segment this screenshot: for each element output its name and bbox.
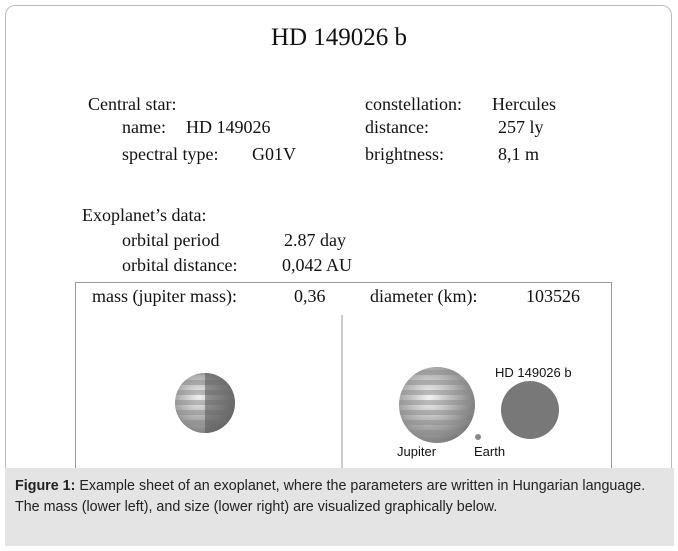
value: 0,36 bbox=[294, 286, 326, 306]
caption: Figure 1: Example sheet of an exoplanet,… bbox=[5, 468, 674, 546]
value: 2.87 day bbox=[284, 230, 346, 250]
mass-sphere bbox=[175, 373, 235, 433]
caption-text: Example sheet of an exoplanet, where the… bbox=[15, 478, 646, 515]
planet-heading: Exoplanet’s data: bbox=[82, 205, 207, 225]
value: HD 149026 bbox=[186, 117, 271, 137]
value: G01V bbox=[252, 144, 296, 164]
jupiter-label: Jupiter bbox=[397, 444, 437, 459]
earth-sphere bbox=[475, 434, 481, 440]
sheet-border bbox=[5, 5, 672, 468]
title: HD 149026 b bbox=[270, 24, 408, 51]
value: 257 ly bbox=[498, 117, 544, 137]
value: 0,042 AU bbox=[282, 255, 353, 275]
label: orbital period bbox=[122, 230, 220, 250]
value: Hercules bbox=[492, 94, 556, 114]
earth-label: Earth bbox=[474, 444, 506, 459]
label: diameter (km): bbox=[370, 286, 478, 306]
visual-panel bbox=[75, 282, 612, 471]
jupiter-sphere bbox=[399, 367, 475, 443]
label: mass (jupiter mass): bbox=[92, 286, 237, 306]
label: distance: bbox=[365, 117, 429, 137]
value: 103526 bbox=[526, 286, 580, 306]
planet-label: HD 149026 b bbox=[495, 365, 572, 380]
label: spectral type: bbox=[122, 144, 219, 164]
label: orbital distance: bbox=[122, 255, 238, 275]
exoplanet-sphere bbox=[501, 381, 559, 439]
caption-label: Figure 1: bbox=[15, 478, 76, 494]
star-heading: Central star: bbox=[88, 94, 177, 114]
label: constellation: bbox=[365, 94, 462, 114]
graphics bbox=[175, 315, 559, 470]
label: name: bbox=[122, 117, 166, 137]
value: 8,1 m bbox=[498, 144, 540, 164]
label: brightness: bbox=[365, 144, 444, 164]
